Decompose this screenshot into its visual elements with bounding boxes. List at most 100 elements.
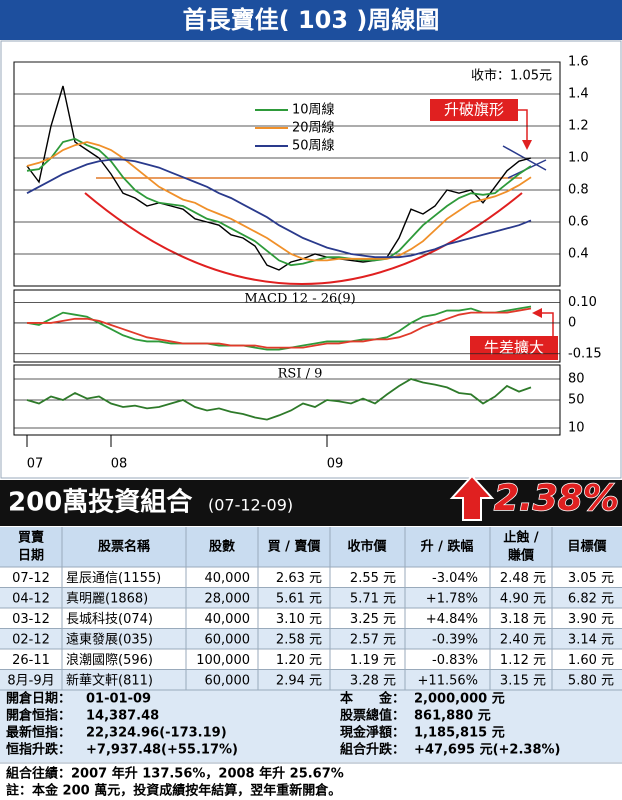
- series-line: [26, 305, 532, 351]
- y-tick-label: 0.10: [568, 295, 597, 310]
- table-row: [0, 608, 622, 629]
- table-cell: -0.83%: [432, 653, 478, 668]
- table-cell: 28,000: [205, 591, 251, 606]
- panel-title: MACD 12 - 26(9): [244, 292, 355, 307]
- portfolio-change: 2.38%: [494, 478, 619, 519]
- portfolio-title: 200萬投資組合: [8, 487, 193, 518]
- table-cell: 2.63 元: [276, 571, 322, 586]
- table-cell: +11.56%: [418, 673, 478, 688]
- summary-label: 股票總值：: [340, 708, 405, 724]
- column-header: 目標價: [567, 539, 607, 555]
- table-cell: 3.28 元: [350, 673, 396, 688]
- table-cell: 60,000: [205, 632, 251, 647]
- y-tick-label: 1.6: [568, 55, 589, 70]
- table-cell: 新華文軒(811): [66, 672, 153, 688]
- summary-label: 組合升跌：: [340, 742, 405, 758]
- macd-note-box: [470, 336, 558, 360]
- table-cell: 07-12: [12, 571, 50, 586]
- up-arrow: [449, 474, 495, 521]
- column-header: 股票名稱: [98, 539, 150, 555]
- table-cell: +4.84%: [426, 612, 478, 627]
- table-cell: 5.61 元: [276, 591, 322, 606]
- series-line: [26, 378, 532, 421]
- panel-frame: [13, 289, 561, 363]
- table-cell: 8月-9月: [7, 673, 54, 688]
- table-cell: 40,000: [205, 571, 251, 586]
- y-tick-label: -0.15: [568, 346, 602, 361]
- x-tick-label: 07: [27, 457, 44, 472]
- table-cell: 02-12: [12, 632, 50, 647]
- cup-arc: [84, 192, 523, 285]
- column-header: 日期: [18, 549, 44, 564]
- table-cell: 1.12 元: [500, 653, 546, 668]
- y-tick-label: 50: [568, 393, 585, 408]
- column-header: 賺價: [508, 548, 535, 564]
- table-cell: 2.57 元: [350, 632, 396, 647]
- series-line: [26, 85, 532, 271]
- y-tick-label: 10: [568, 421, 585, 436]
- table-cell: -0.39%: [432, 632, 478, 647]
- summary-label: 恒指升跌：: [6, 742, 71, 758]
- y-tick-label: 0.4: [568, 247, 589, 262]
- table-row: [0, 669, 622, 690]
- table-cell: 2.55 元: [350, 571, 396, 586]
- column-header: 收市價: [347, 539, 387, 555]
- summary-value: 01-01-09: [86, 692, 151, 707]
- table-cell: 6.82 元: [568, 591, 614, 606]
- series-line: [26, 137, 532, 267]
- close-box: [455, 66, 555, 86]
- table-cell: 04-12: [12, 591, 50, 606]
- table-cell: 4.90 元: [500, 591, 546, 606]
- column-header: 止蝕 /: [503, 530, 539, 546]
- y-tick-label: 1.4: [568, 87, 589, 102]
- table-cell: 1.19 元: [350, 653, 396, 668]
- table-cell: 遠東發展(035): [66, 631, 153, 647]
- macd-note: 牛差擴大: [484, 339, 544, 357]
- series-line: [26, 158, 532, 259]
- column-header: 買 / 賣價: [268, 539, 322, 555]
- summary-label: 最新恒指：: [6, 725, 71, 741]
- column-header: 買賣: [18, 530, 45, 546]
- macd-arrowhead: [532, 308, 542, 318]
- portfolio-date: (07-12-09): [208, 496, 293, 515]
- series-line: [26, 141, 532, 262]
- summary-label: 開倉日期：: [6, 691, 71, 707]
- table-header: [0, 527, 622, 567]
- portfolio-banner: [0, 480, 622, 526]
- title-banner: [0, 0, 622, 40]
- y-tick-label: 0.6: [568, 215, 589, 230]
- y-tick-label: 0: [568, 315, 576, 330]
- series-line: [27, 307, 532, 349]
- legend-label: 50周線: [292, 138, 335, 154]
- table-cell: 3.10 元: [276, 612, 322, 627]
- table-cell: 3.15 元: [500, 673, 546, 688]
- macd-arrow: [540, 312, 554, 336]
- y-tick-label: 1.0: [568, 151, 589, 166]
- column-header: 股數: [209, 539, 235, 555]
- table-cell: 5.80 元: [568, 673, 614, 688]
- summary-label: 開倉恒指：: [6, 708, 71, 724]
- table-cell: 3.25 元: [350, 612, 396, 627]
- summary-value: 22,324.96(-173.19): [86, 726, 227, 741]
- table-cell: 40,000: [205, 612, 251, 627]
- table-row: [0, 628, 622, 649]
- footer-note: 註：本金 200 萬元，投資成績按年結算，翌年重新開倉。: [6, 783, 341, 799]
- table-cell: 長城科技(074): [66, 612, 153, 627]
- table-cell: 星辰通信(1155): [66, 571, 161, 586]
- panel-title: RSI / 9: [278, 367, 323, 382]
- table-cell: 60,000: [205, 673, 251, 688]
- summary-value: 1,185,815 元: [414, 726, 505, 741]
- table-row: [0, 587, 622, 608]
- summary-label: 現金淨額：: [340, 725, 405, 741]
- table-cell: 100,000: [196, 653, 250, 668]
- column-header: 升 / 跌幅: [421, 539, 474, 555]
- summary-value: 2,000,000 元: [414, 692, 505, 707]
- y-tick-label: 1.2: [568, 119, 589, 134]
- table-cell: 真明麗(1868): [66, 591, 148, 606]
- breakout-arrowhead: [522, 140, 532, 150]
- x-tick-label: 08: [111, 457, 128, 472]
- summary-value: 861,880 元: [414, 709, 491, 724]
- table-cell: 2.40 元: [500, 632, 546, 647]
- table-cell: 3.18 元: [500, 612, 546, 627]
